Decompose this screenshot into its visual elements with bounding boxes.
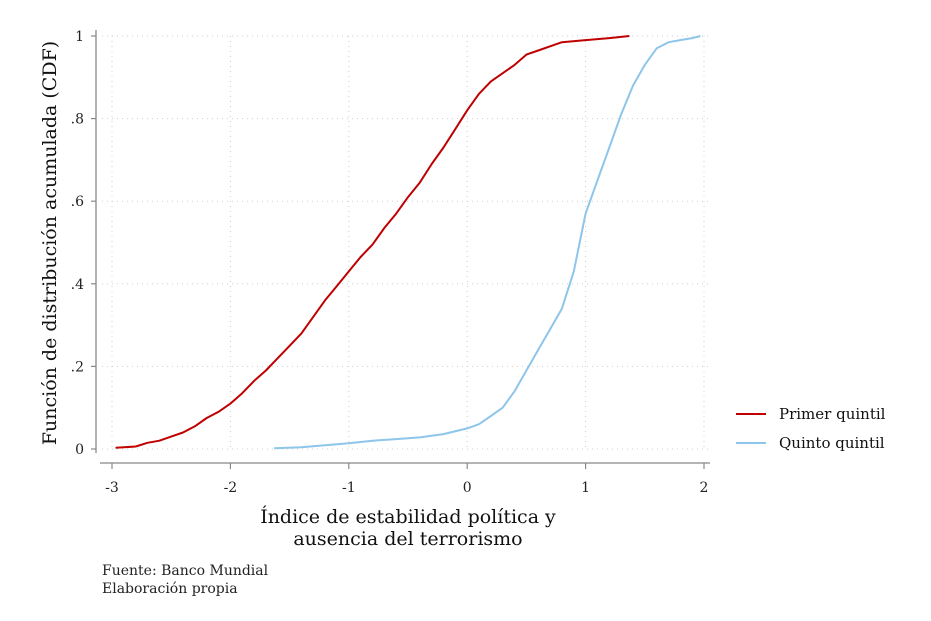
- x-tick-label: 2: [700, 480, 709, 496]
- y-tick-label: .6: [71, 194, 84, 210]
- axes: 0 .2 .4 .6 .8 1 -3 -2 -1 0 1 2: [71, 29, 710, 496]
- series-line-1: [115, 35, 630, 449]
- y-tick-label: .2: [71, 359, 84, 375]
- x-tick-label: -3: [105, 480, 119, 496]
- x-tick-label: -2: [224, 480, 238, 496]
- y-tick-label: 0: [75, 442, 84, 458]
- y-tick-label: 1: [75, 29, 84, 45]
- x-tick-label: -1: [342, 480, 356, 496]
- y-tick-label: .4: [71, 277, 84, 293]
- x-axis-title-line-1: Índice de estabilidad política y: [260, 505, 556, 528]
- legend-label-1: Primer quintil: [779, 405, 886, 423]
- axis-titles: Función de distribución acumulada (CDF) Í…: [39, 41, 556, 550]
- series-line-2: [274, 35, 701, 450]
- x-tick-label: 0: [463, 480, 472, 496]
- y-axis-title: Función de distribución acumulada (CDF): [39, 41, 61, 445]
- source-note: Fuente: Banco Mundial: [102, 563, 269, 579]
- grid-lines: [102, 35, 710, 450]
- credit-note: Elaboración propia: [102, 581, 238, 597]
- legend: Primer quintil Quinto quintil: [736, 405, 886, 452]
- x-axis-title-line-2: ausencia del terrorismo: [293, 528, 522, 550]
- y-tick-label: .8: [71, 112, 84, 128]
- legend-label-2: Quinto quintil: [779, 434, 885, 452]
- x-tick-label: 1: [581, 480, 590, 496]
- series-layer: [115, 35, 701, 450]
